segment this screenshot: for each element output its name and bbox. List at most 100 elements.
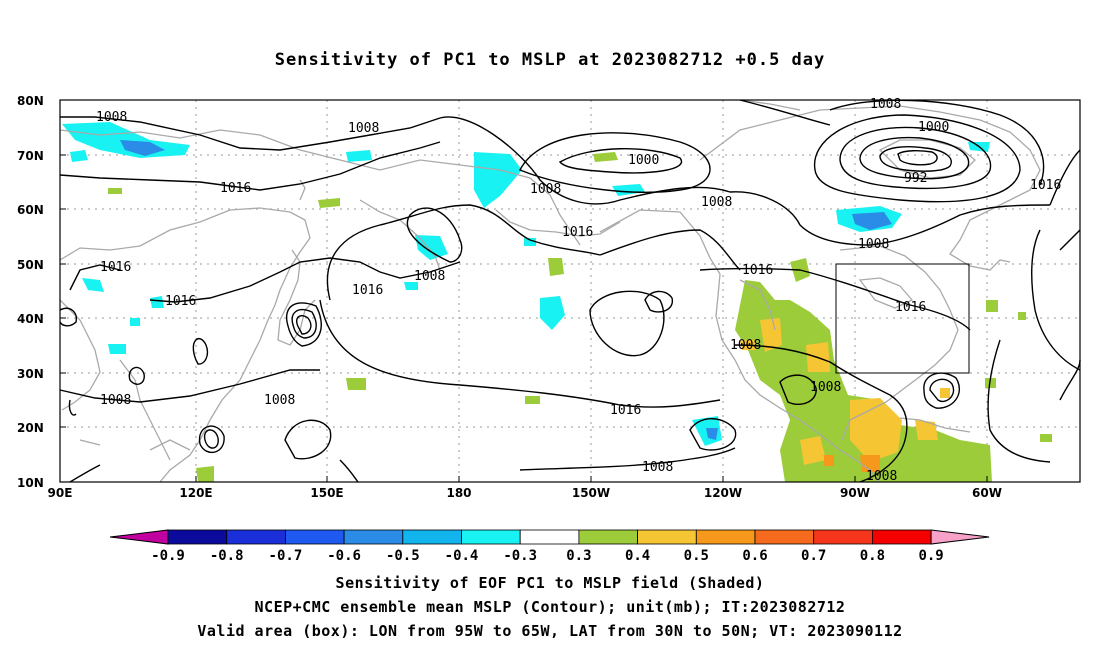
lat-label: 40N: [17, 312, 44, 326]
colorbar-box: [343, 529, 404, 545]
colorbar-label: -0.4: [445, 548, 479, 564]
lon-label: 60W: [972, 486, 1002, 500]
colorbar-box: [402, 529, 462, 545]
colorbar-box: [461, 529, 521, 545]
contour-label: 992: [904, 171, 927, 186]
lon-label: 90E: [48, 486, 73, 500]
colorbar-box: [284, 529, 345, 545]
negative-patch: [404, 282, 418, 290]
contour-label: 1008: [866, 469, 897, 484]
contour-label: 1016: [742, 263, 773, 278]
colorbar-label: 0.3: [566, 548, 591, 564]
colorbar-label: 0.7: [801, 548, 826, 564]
colorbar-box: [695, 529, 756, 545]
colorbar-label: -0.5: [386, 548, 420, 564]
contour-label: 1016: [562, 225, 593, 240]
negative-patch: [612, 184, 645, 196]
contour-label: 1008: [730, 338, 761, 353]
positive-patch: [985, 378, 996, 388]
colorbar-box: [754, 529, 815, 545]
gridlines: [60, 100, 1080, 482]
contour-label: 1000: [628, 153, 659, 168]
colorbar-label: -0.3: [503, 548, 537, 564]
positive-patch: [525, 396, 540, 404]
lat-label: 80N: [17, 94, 44, 108]
negative-patch: [524, 238, 536, 246]
colorbar-box: [519, 529, 580, 545]
negative-patch: [852, 212, 892, 230]
chart-title: Sensitivity of PC1 to MSLP at 2023082712…: [274, 50, 826, 70]
contour-label: 1016: [610, 403, 641, 418]
positive-patch-strong: [860, 455, 880, 472]
colorbar-label: 0.9: [918, 548, 943, 564]
contour-label: 1008: [96, 110, 127, 125]
colorbar-label: 0.6: [742, 548, 767, 564]
contour-label: 1008: [530, 182, 561, 197]
colorbar-box: [637, 529, 697, 545]
contour-label: 1008: [858, 237, 889, 252]
caption-line-2: NCEP+CMC ensemble mean MSLP (Contour); u…: [254, 598, 846, 616]
longitude-labels: 90E 120E 150E 180 150W 120W 90W 60W: [48, 486, 1002, 500]
caption-line-3: Valid area (box): LON from 95W to 65W, L…: [197, 622, 903, 640]
colorbar-label: 0.4: [625, 548, 650, 564]
positive-patch: [346, 378, 366, 390]
lat-label: 70N: [17, 149, 44, 163]
contour-label: 1008: [414, 269, 445, 284]
contour-label: 1008: [348, 121, 379, 136]
lon-label: 150W: [572, 486, 610, 500]
colorbar-label: 0.8: [860, 548, 885, 564]
lon-label: 120E: [179, 486, 212, 500]
positive-patch: [196, 466, 214, 482]
colorbar-box: [226, 529, 286, 545]
colorbar-arrow-left: [109, 529, 169, 545]
lon-label: 120W: [704, 486, 742, 500]
colorbar-box: [167, 529, 228, 545]
negative-patch: [120, 140, 165, 156]
contour-label: 1008: [701, 195, 732, 210]
positive-patch: [108, 188, 122, 194]
lon-label: 150E: [310, 486, 343, 500]
negative-patch: [108, 344, 126, 354]
colorbar-label: -0.7: [269, 548, 303, 564]
positive-patch-strong: [760, 318, 782, 352]
colorbar-label: -0.8: [210, 548, 244, 564]
positive-patch-strong: [824, 455, 834, 466]
contour-label: 1016: [165, 294, 196, 309]
positive-patch: [593, 152, 618, 162]
colorbar-label: -0.9: [151, 548, 185, 564]
contour-label: 1016: [352, 283, 383, 298]
negative-patch: [70, 150, 88, 162]
tick-marks: [60, 99, 988, 482]
contour-label: 1008: [870, 97, 901, 112]
contour-label: 1008: [100, 393, 131, 408]
positive-patch-strong: [800, 436, 826, 465]
colorbar-label: 0.5: [684, 548, 709, 564]
positive-patch: [318, 198, 340, 208]
contour-label: 1016: [100, 260, 131, 275]
latitude-labels: 80N 70N 60N 50N 40N 30N 20N 10N: [17, 94, 44, 490]
negative-patch: [540, 296, 565, 330]
contour-label: 1008: [264, 393, 295, 408]
negative-patch: [346, 150, 372, 162]
coastlines: [59, 99, 1041, 483]
contour-label: 1008: [642, 460, 673, 475]
negative-patch: [474, 152, 522, 208]
lon-label: 180: [446, 486, 471, 500]
lat-label: 60N: [17, 203, 44, 217]
negative-patch: [82, 278, 104, 292]
colorbar-label: -0.6: [327, 548, 361, 564]
colorbar: -0.9 -0.8 -0.7 -0.6 -0.5 -0.4 -0.3 0.3 0.4 0.5 0.6…: [109, 529, 990, 564]
positive-patch: [1018, 312, 1026, 320]
negative-patch: [130, 318, 140, 326]
contour-label: 1016: [220, 181, 251, 196]
caption-line-1: Sensitivity of EOF PC1 to MSLP field (Sh…: [335, 574, 765, 592]
sensitivity-shading: [62, 122, 1052, 482]
positive-patch-strong: [940, 388, 950, 398]
valid-area-box: [835, 263, 970, 374]
contour-label: 1016: [895, 300, 926, 315]
lat-label: 50N: [17, 258, 44, 272]
positive-patch: [986, 300, 998, 312]
contour-label: 1008: [810, 380, 841, 395]
positive-patch: [1040, 434, 1052, 442]
